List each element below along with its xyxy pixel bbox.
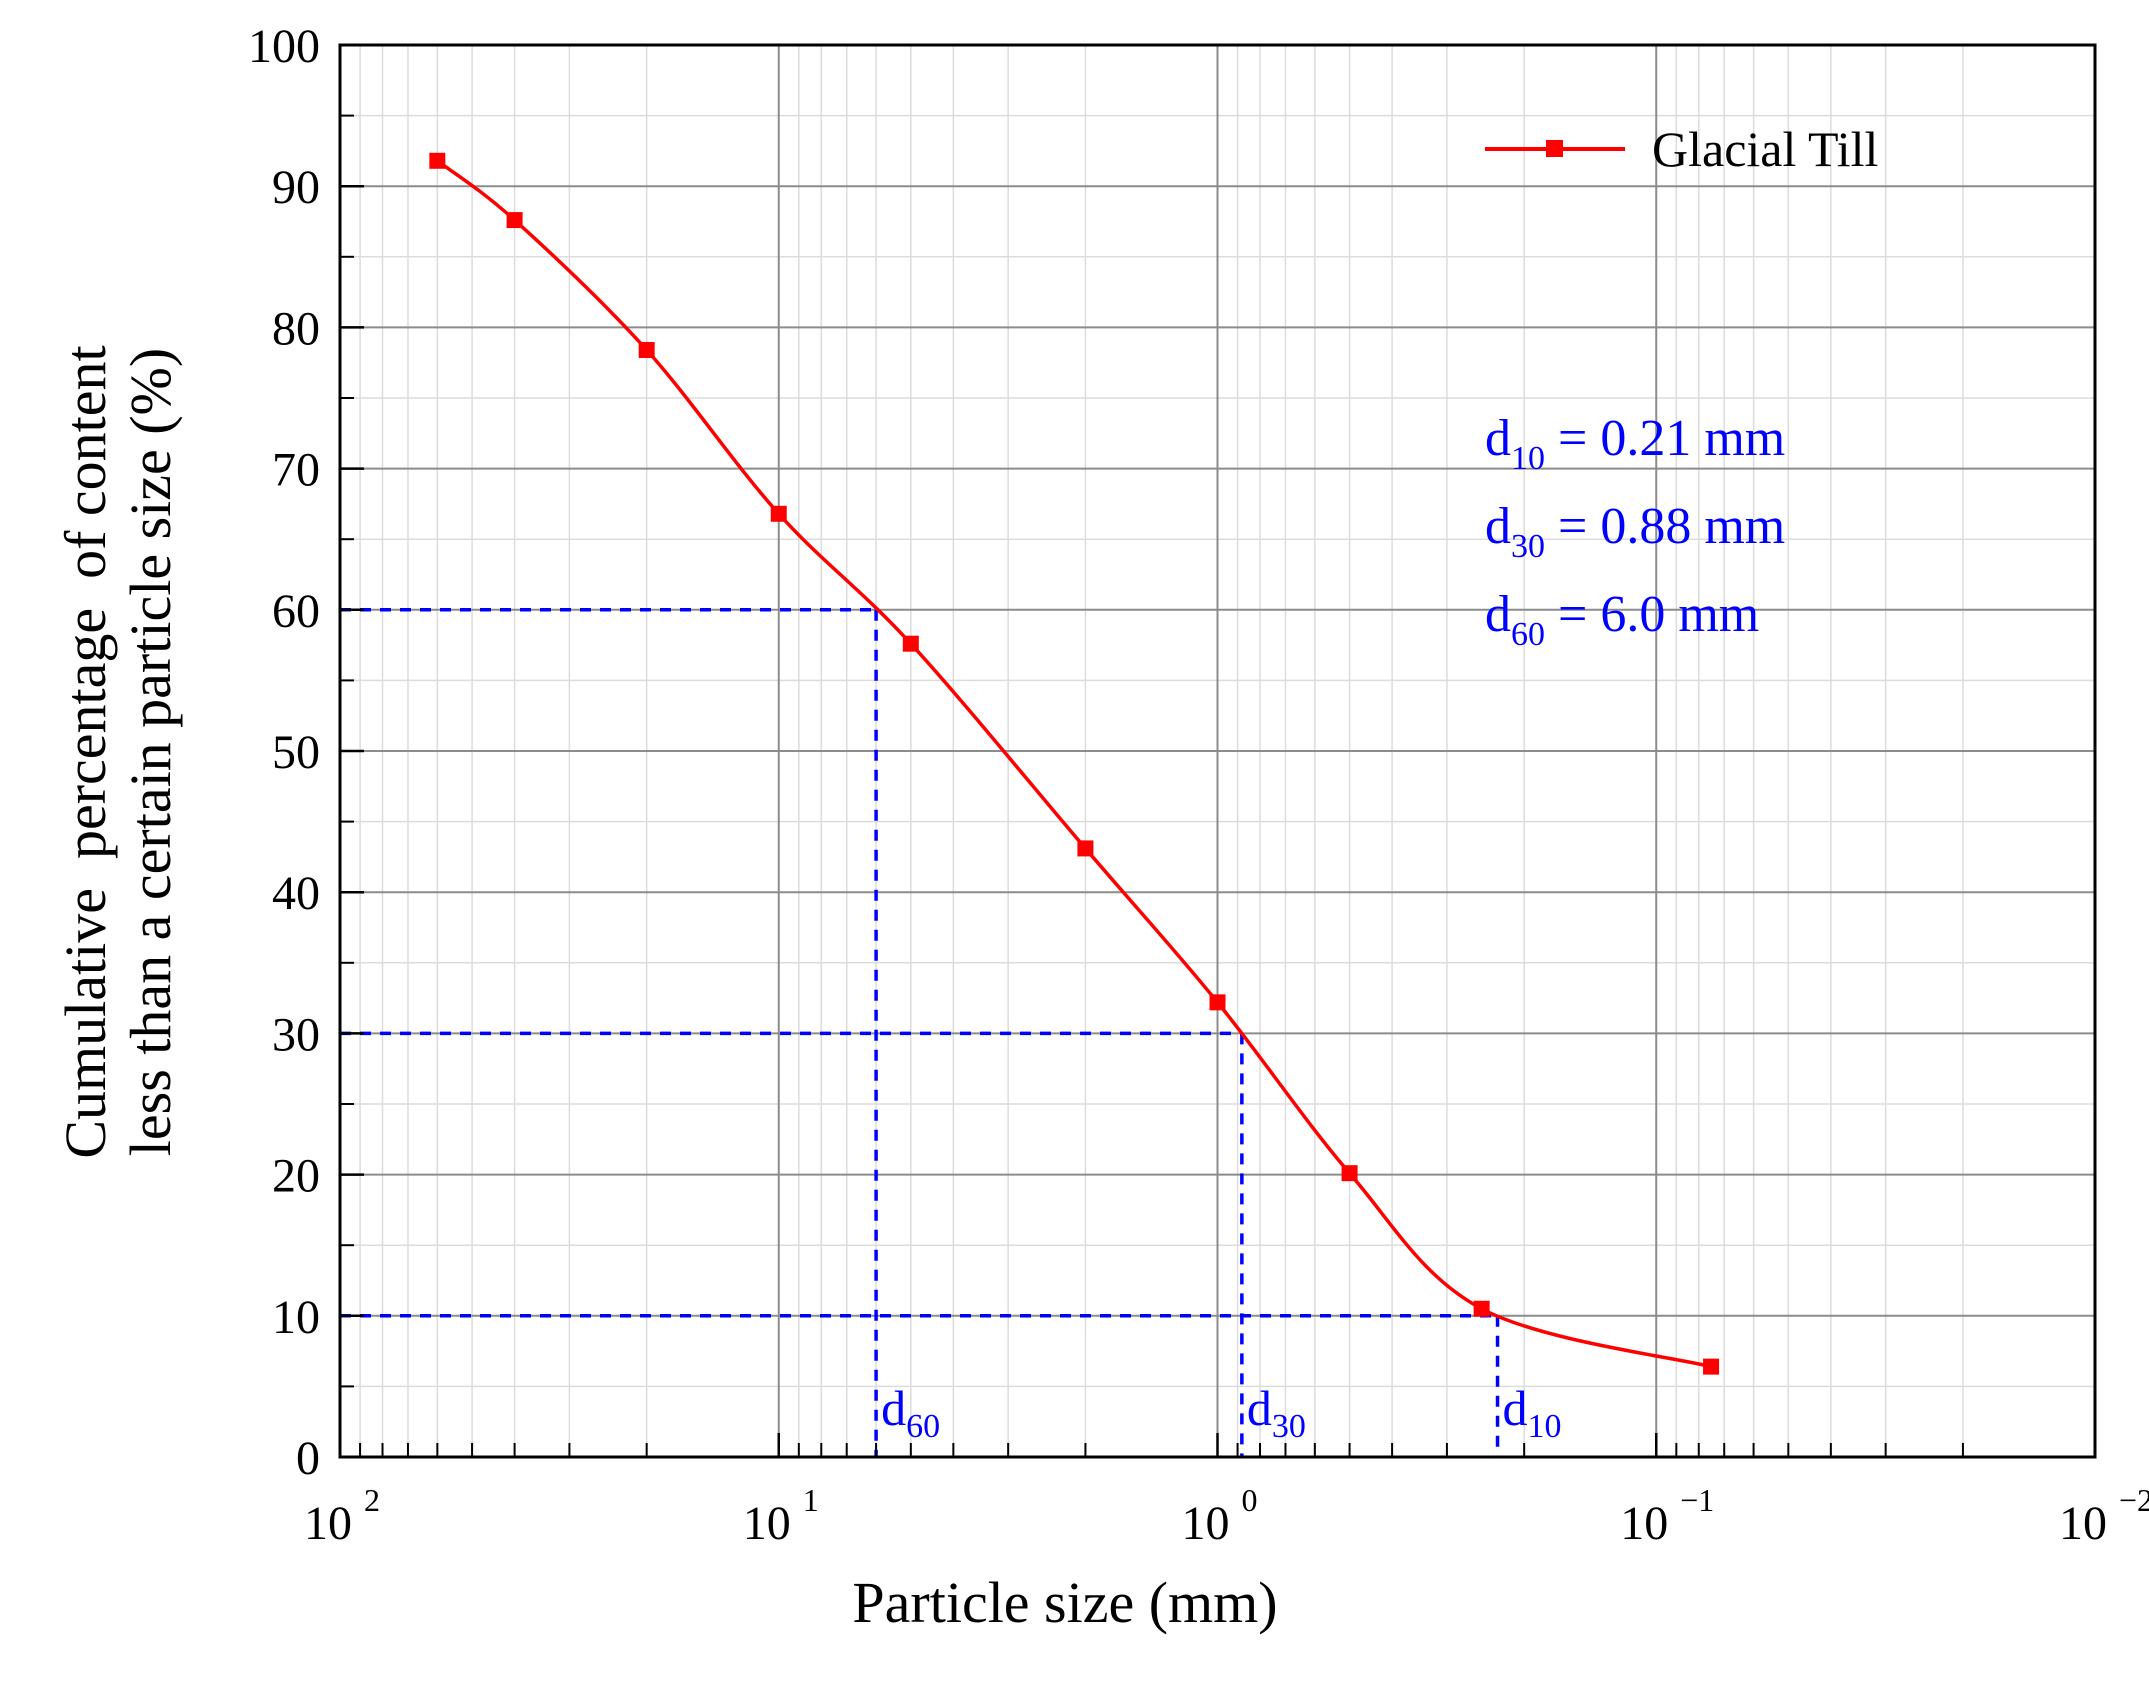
- annotation-value: = 6.0 mm: [1545, 586, 1759, 643]
- x-tick-exponent: 0: [1242, 1482, 1258, 1518]
- x-tick-exponent: −2: [2119, 1482, 2149, 1518]
- annotation-subscript: 60: [1511, 616, 1545, 653]
- data-point: [506, 212, 523, 229]
- data-point: [770, 505, 787, 522]
- x-tick-label: 10: [1620, 1497, 1668, 1550]
- y-tick-label: 30: [272, 1008, 320, 1061]
- data-point: [638, 341, 655, 358]
- y-tick-label: 60: [272, 585, 320, 638]
- x-tick-label: 10: [2059, 1497, 2107, 1550]
- y-tick-label: 100: [248, 20, 320, 73]
- y-tick-label: 50: [272, 726, 320, 779]
- y-tick-label: 90: [272, 161, 320, 214]
- x-tick-exponent: −1: [1680, 1482, 1714, 1518]
- y-tick-label: 70: [272, 444, 320, 497]
- data-point: [902, 635, 919, 652]
- x-tick-exponent: 1: [803, 1482, 819, 1518]
- reference-label-subscript: 10: [1528, 1408, 1562, 1445]
- annotation-value: = 0.88 mm: [1545, 498, 1785, 555]
- series-layer: [429, 152, 1720, 1375]
- y-tick-label: 0: [296, 1432, 320, 1485]
- legend: Glacial Till: [1485, 121, 1878, 177]
- reference-label-subscript: 30: [1272, 1408, 1306, 1445]
- grid-layer: [340, 45, 2095, 1457]
- annotation-subscript: 10: [1511, 440, 1545, 477]
- data-point: [1703, 1358, 1720, 1375]
- data-point: [1473, 1300, 1490, 1317]
- series-line-glacial-till: [436, 159, 1712, 1369]
- data-point: [429, 152, 446, 169]
- y-tick-label: 80: [272, 302, 320, 355]
- x-tick-label: 10: [304, 1497, 352, 1550]
- annotation-value: = 0.21 mm: [1545, 410, 1785, 467]
- x-tick-exponent: 2: [364, 1482, 380, 1518]
- y-axis-label-line2: less than a certain particle size (%): [118, 348, 183, 1156]
- annotation-d30: d30 = 0.88 mm: [1485, 498, 1785, 565]
- annotation-subscript: 30: [1511, 528, 1545, 565]
- data-point: [1077, 840, 1094, 857]
- y-tick-label: 10: [272, 1291, 320, 1344]
- y-tick-label: 20: [272, 1150, 320, 1203]
- legend-marker: [1546, 140, 1563, 157]
- y-tick-label: 40: [272, 867, 320, 920]
- y-axis-label-line1: Cumulative percentage of content: [53, 345, 118, 1158]
- data-point: [1209, 994, 1226, 1011]
- x-axis-label: Particle size (mm): [852, 1570, 1277, 1635]
- reference-label-subscript: 60: [906, 1408, 940, 1445]
- x-tick-label: 10: [743, 1497, 791, 1550]
- legend-label: Glacial Till: [1652, 121, 1878, 177]
- data-point: [1341, 1165, 1358, 1182]
- x-tick-label: 10: [1182, 1497, 1230, 1550]
